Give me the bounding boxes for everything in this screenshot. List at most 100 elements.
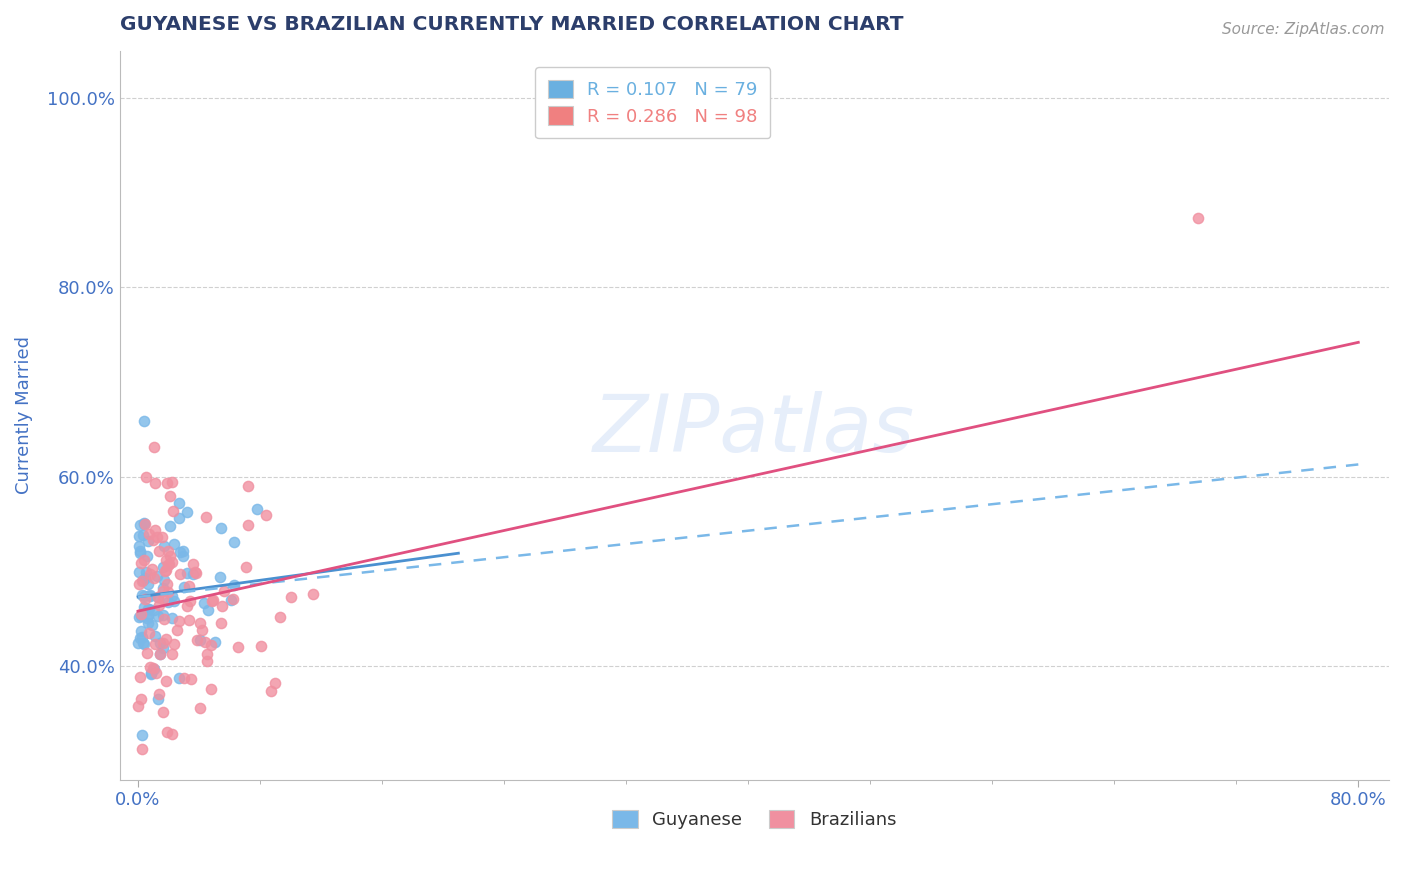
Point — [146, 591, 169, 605]
Point — [136, 577, 159, 591]
Point — [129, 607, 152, 622]
Point — [143, 476, 166, 491]
Point — [139, 666, 162, 681]
Point — [132, 528, 155, 542]
Point — [129, 544, 152, 558]
Point — [143, 629, 166, 643]
Point — [172, 543, 194, 558]
Point — [146, 609, 169, 624]
Point — [148, 544, 170, 558]
Point — [236, 478, 259, 492]
Point — [128, 577, 150, 591]
Point — [200, 682, 222, 697]
Point — [152, 635, 174, 649]
Point — [157, 557, 180, 571]
Point — [134, 516, 156, 531]
Point — [139, 660, 162, 674]
Point — [138, 527, 160, 541]
Point — [135, 610, 157, 624]
Point — [132, 573, 155, 587]
Point — [180, 672, 202, 686]
Point — [139, 566, 162, 581]
Point — [172, 549, 194, 563]
Point — [146, 569, 169, 583]
Point — [139, 589, 162, 603]
Point — [136, 534, 159, 549]
Point — [167, 672, 190, 686]
Point — [193, 596, 215, 610]
Point — [128, 546, 150, 560]
Point — [190, 623, 212, 637]
Point — [142, 662, 165, 676]
Point — [1187, 211, 1209, 226]
Point — [204, 635, 226, 649]
Point — [148, 598, 170, 612]
Point — [160, 555, 183, 569]
Point — [173, 580, 195, 594]
Point — [156, 576, 179, 591]
Point — [197, 603, 219, 617]
Point — [188, 616, 211, 631]
Point — [136, 609, 159, 624]
Point — [260, 684, 283, 698]
Point — [134, 553, 156, 567]
Point — [156, 594, 179, 608]
Point — [160, 475, 183, 489]
Point — [152, 560, 174, 574]
Point — [159, 519, 181, 533]
Point — [188, 633, 211, 648]
Y-axis label: Currently Married: Currently Married — [15, 336, 32, 494]
Point — [149, 647, 172, 661]
Point — [235, 560, 257, 574]
Point — [131, 630, 153, 644]
Point — [269, 610, 291, 624]
Point — [159, 549, 181, 563]
Point — [160, 727, 183, 741]
Point — [132, 414, 155, 428]
Point — [153, 540, 176, 554]
Point — [148, 692, 170, 706]
Point — [131, 741, 153, 756]
Point — [208, 569, 231, 583]
Point — [136, 602, 159, 616]
Point — [129, 518, 152, 533]
Point — [141, 618, 163, 632]
Point — [142, 661, 165, 675]
Point — [201, 593, 224, 607]
Point — [141, 562, 163, 576]
Point — [246, 501, 269, 516]
Text: ZIPatlas: ZIPatlas — [593, 391, 915, 469]
Point — [166, 624, 188, 638]
Point — [156, 558, 179, 572]
Point — [188, 701, 211, 715]
Point — [181, 566, 204, 581]
Point — [138, 626, 160, 640]
Point — [280, 591, 302, 605]
Point — [152, 581, 174, 595]
Point — [143, 571, 166, 585]
Point — [148, 647, 170, 661]
Point — [134, 571, 156, 585]
Point — [195, 647, 218, 661]
Point — [134, 591, 156, 606]
Point — [194, 635, 217, 649]
Point — [128, 539, 150, 553]
Point — [129, 632, 152, 646]
Point — [139, 666, 162, 681]
Point — [131, 588, 153, 602]
Point — [155, 563, 177, 577]
Point — [186, 566, 208, 580]
Point — [183, 565, 205, 579]
Point — [224, 535, 246, 549]
Point — [135, 566, 157, 580]
Point — [179, 579, 201, 593]
Point — [152, 583, 174, 598]
Point — [132, 637, 155, 651]
Point — [157, 543, 180, 558]
Point — [177, 614, 200, 628]
Point — [163, 594, 186, 608]
Point — [156, 725, 179, 739]
Point — [155, 476, 177, 491]
Point — [128, 610, 150, 624]
Point — [153, 612, 176, 626]
